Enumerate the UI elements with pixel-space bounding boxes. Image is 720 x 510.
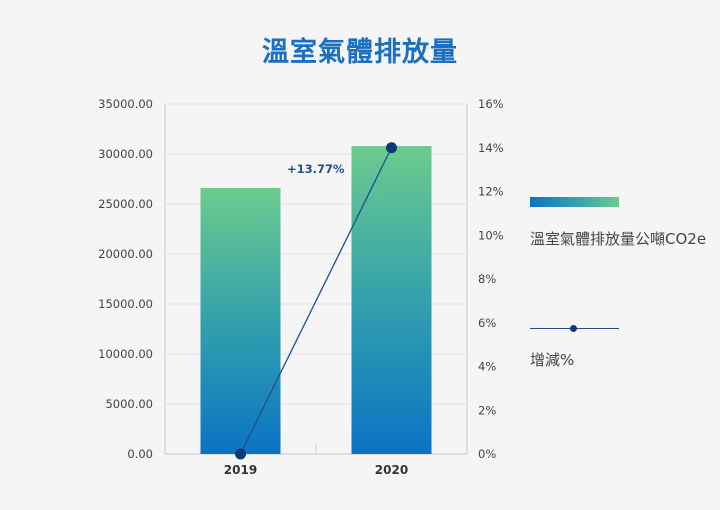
y-left-tick-label: 25000.00	[98, 197, 153, 211]
y-left-tick-label: 20000.00	[98, 247, 153, 261]
y-left-tick-label: 30000.00	[98, 147, 153, 161]
x-tick-label: 2020	[375, 463, 408, 477]
bar-2019	[200, 188, 281, 454]
change-annotation: +13.77%	[287, 162, 345, 176]
change-point-2020	[386, 142, 397, 154]
y-right-tick-label: 12%	[478, 185, 504, 199]
y-left-tick-label: 15000.00	[98, 297, 153, 311]
y-left-tick-label: 0.00	[127, 447, 153, 461]
change-line	[239, 147, 393, 455]
y-right-tick-label: 14%	[478, 141, 504, 155]
legend-line-label: 增減%	[530, 351, 575, 369]
y-right-tick-label: 2%	[478, 403, 496, 417]
legend-bar-swatch	[530, 197, 619, 207]
legend-line-swatch	[530, 325, 619, 332]
y-right-tick-label: 4%	[478, 360, 496, 374]
y-left-tick-label: 35000.00	[98, 97, 153, 111]
bar-2020	[351, 146, 432, 454]
legend-line-dot	[570, 325, 577, 332]
x-tick-label: 2019	[224, 463, 257, 477]
y-right-tick-label: 6%	[478, 316, 496, 330]
y-right-tick-label: 0%	[478, 447, 496, 461]
y-right-tick-label: 10%	[478, 228, 504, 242]
change-point-2019	[235, 448, 246, 460]
y-left-tick-label: 10000.00	[98, 347, 153, 361]
legend-bar-label: 溫室氣體排放量公噸CO2e	[530, 230, 707, 248]
y-left-tick-label: 5000.00	[105, 397, 153, 411]
y-right-tick-label: 8%	[478, 272, 496, 286]
chart-title: 溫室氣體排放量	[262, 37, 458, 68]
y-right-tick-label: 16%	[478, 97, 504, 111]
